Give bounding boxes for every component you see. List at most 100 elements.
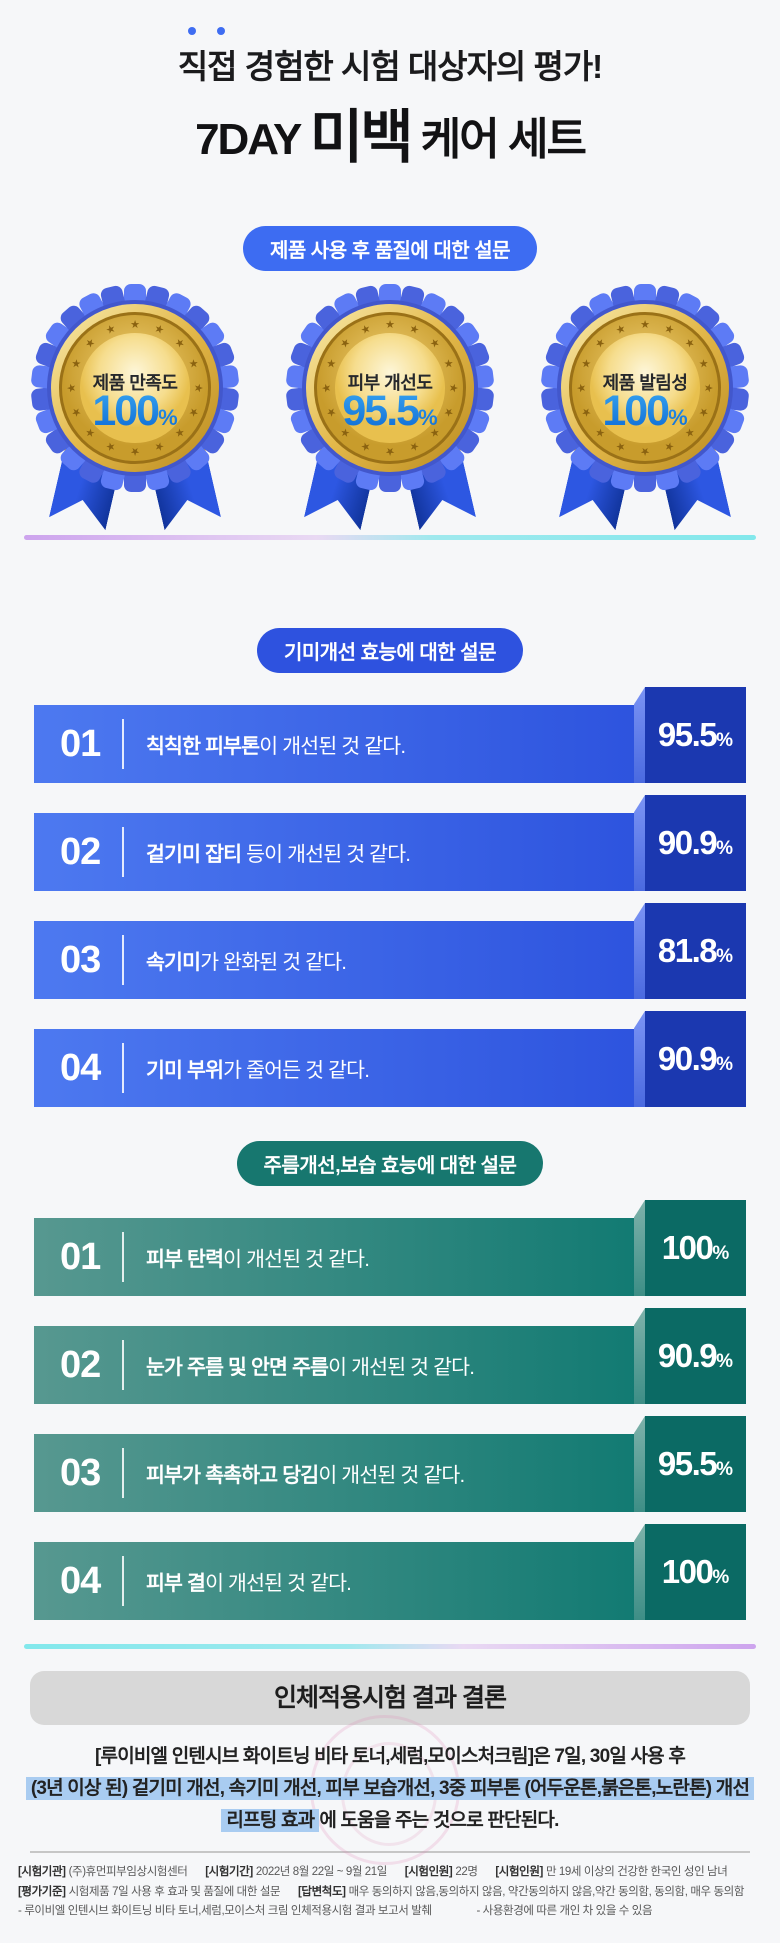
section-pill-spot: 기미개선 효능에 대한 설문 xyxy=(256,628,524,673)
title-emphasis: 미백 xyxy=(309,105,414,170)
bar-percent: 90.9% xyxy=(657,1337,734,1374)
wrinkle-survey-bars: 01 피부 탄력이 개선된 것 같다. 100% 02 눈가 주름 및 안면 주… xyxy=(34,1200,746,1620)
conclusion-body: [루이비엘 인텐시브 화이트닝 비타 토너,세럼,모이스처크림]은 7일, 30… xyxy=(0,1741,780,1837)
bar-percent-cap: 90.9% xyxy=(645,1011,746,1107)
svg-text:★: ★ xyxy=(69,357,84,371)
conclusion-line2: (3년 이상 된) 겉기미 개선, 속기미 개선, 피부 보습개선, 3중 피부… xyxy=(0,1773,780,1805)
svg-text:★: ★ xyxy=(385,319,395,331)
page-subtitle: 직접 경험한 시험 대상자의 평가! xyxy=(0,0,780,88)
survey-bar-row: 03 피부가 촉촉하고 당김이 개선된 것 같다. 95.5% xyxy=(34,1416,746,1512)
bar-divider xyxy=(122,1448,124,1498)
svg-text:★: ★ xyxy=(441,405,456,419)
medal-label: 제품 발림성 xyxy=(602,373,688,393)
bar-question: 피부 결이 개선된 것 같다. xyxy=(146,1572,352,1595)
survey-bar-row: 04 피부 결이 개선된 것 같다. 100% xyxy=(34,1524,746,1620)
svg-text:★: ★ xyxy=(69,405,84,419)
bar-percent: 100% xyxy=(661,1553,730,1590)
survey-bar-row: 04 기미 부위가 줄어든 것 같다. 90.9% xyxy=(34,1011,746,1107)
bar-divider xyxy=(122,827,124,877)
svg-text:★: ★ xyxy=(359,322,373,337)
bar-percent: 95.5% xyxy=(657,716,734,753)
medal-label: 피부 개선도 xyxy=(347,373,433,393)
bar-question: 피부 탄력이 개선된 것 같다. xyxy=(146,1248,370,1271)
svg-text:★: ★ xyxy=(186,357,201,371)
svg-text:★: ★ xyxy=(324,405,339,419)
footer-fine-print: [시험기관] (주)휴먼피부임상시험센터 [시험기간] 2022년 8월 22일 ~… xyxy=(18,1863,762,1922)
svg-text:★: ★ xyxy=(576,383,588,393)
footer-line2: [평가기준] 시험제품 7일 사용 후 효과 및 품질에 대한 설문 [답변척도]… xyxy=(18,1885,745,1898)
svg-text:★: ★ xyxy=(407,322,421,337)
svg-text:★: ★ xyxy=(702,383,714,393)
bar-question: 피부가 촉촉하고 당김이 개선된 것 같다. xyxy=(146,1464,465,1487)
conclusion-line3: 리프팅 효과 에 도움을 주는 것으로 판단된다. xyxy=(0,1805,780,1837)
footer-line3: - 루이비엘 인텐시브 화이트닝 비타 토너,세럼,모이스처 크림 인체적용시험… xyxy=(18,1905,653,1917)
svg-text:★: ★ xyxy=(579,405,594,419)
conclusion-heading: 인체적용시험 결과 결론 xyxy=(30,1671,750,1725)
section-pill-quality: 제품 사용 후 품질에 대한 설문 xyxy=(242,226,538,271)
bar-percent: 100% xyxy=(661,1229,730,1266)
bar-percent: 95.5% xyxy=(657,1445,734,1482)
bar-number: 04 xyxy=(60,1559,101,1602)
bar-number: 04 xyxy=(60,1046,101,1089)
bar-question: 속기미가 완화된 것 같다. xyxy=(146,951,347,974)
bar-number: 03 xyxy=(60,938,101,981)
bar-number: 01 xyxy=(60,722,101,765)
bar-divider xyxy=(122,1340,124,1390)
medal-label: 제품 만족도 xyxy=(92,373,178,393)
svg-text:★: ★ xyxy=(130,445,140,457)
bar-percent-cap: 100% xyxy=(645,1524,746,1620)
rosette-icon: ★★★★★★★★★★★★★★★★ xyxy=(286,284,494,492)
bar-divider xyxy=(122,935,124,985)
conclusion-line1: [루이비엘 인텐시브 화이트닝 비타 토너,세럼,모이스처크림]은 7일, 30… xyxy=(94,1746,686,1767)
bar-percent-cap: 95.5% xyxy=(645,1416,746,1512)
spot-survey-bars: 01 칙칙한 피부톤이 개선된 것 같다. 95.5% 02 겉기미 잡티 등이… xyxy=(34,687,746,1107)
svg-text:★: ★ xyxy=(579,357,594,371)
rosette-icon: ★★★★★★★★★★★★★★★★ xyxy=(31,284,239,492)
bar-percent: 81.8% xyxy=(657,932,734,969)
survey-bar-row: 03 속기미가 완화된 것 같다. 81.8% xyxy=(34,903,746,999)
svg-text:★: ★ xyxy=(662,322,676,337)
footer-line1: [시험기관] (주)휴먼피부임상시험센터 [시험기간] 2022년 8월 22일 ~… xyxy=(18,1866,728,1878)
bar-percent-cap: 100% xyxy=(645,1200,746,1296)
bar-number: 02 xyxy=(60,830,101,873)
medal-value: 100% xyxy=(525,387,765,436)
medals-row: ★ ★ ★ ★ ★ ★ ★ ★ ★ ★ ★ ★ ★ ★ ★ ★ 제품 만족도 100% ★ ★ ★ ★ ★ ★ ★ ★ ★ ★ ★… xyxy=(0,283,780,535)
bar-divider xyxy=(122,719,124,769)
svg-text:★: ★ xyxy=(186,405,201,419)
svg-text:★: ★ xyxy=(447,383,459,393)
svg-text:★: ★ xyxy=(385,445,395,457)
svg-text:★: ★ xyxy=(152,439,166,454)
svg-text:★: ★ xyxy=(407,439,421,454)
gradient-divider xyxy=(24,535,756,540)
survey-bar-row: 01 피부 탄력이 개선된 것 같다. 100% xyxy=(34,1200,746,1296)
survey-bar-row: 01 칙칙한 피부톤이 개선된 것 같다. 95.5% xyxy=(34,687,746,783)
svg-text:★: ★ xyxy=(640,319,650,331)
medal-value: 95.5% xyxy=(270,387,510,436)
bar-number: 02 xyxy=(60,1343,101,1386)
bar-number: 03 xyxy=(60,1451,101,1494)
svg-text:★: ★ xyxy=(130,319,140,331)
bar-percent-cap: 81.8% xyxy=(645,903,746,999)
svg-text:★: ★ xyxy=(66,383,78,393)
award-medal-spreadability: ★★★★★★★★★★★★★★★★ 제품 발림성 100% xyxy=(525,283,765,535)
svg-text:★: ★ xyxy=(359,439,373,454)
bar-question: 눈가 주름 및 안면 주름이 개선된 것 같다. xyxy=(146,1356,475,1379)
bar-percent-cap: 90.9% xyxy=(645,795,746,891)
svg-text:★: ★ xyxy=(104,322,118,337)
bar-percent: 90.9% xyxy=(657,1040,734,1077)
svg-text:★: ★ xyxy=(696,357,711,371)
award-medal-improvement: ★★★★★★★★★★★★★★★★ 피부 개선도 95.5% xyxy=(270,283,510,535)
emphasized-dotted-text: 직접 xyxy=(178,27,238,88)
bar-divider xyxy=(122,1043,124,1093)
medal-value: 100% xyxy=(15,387,255,436)
award-medal-satisfaction: ★★★★★★★★★★★★★★★★ 제품 만족도 100% xyxy=(15,283,255,535)
footer-divider xyxy=(30,1851,750,1853)
survey-bar-row: 02 눈가 주름 및 안면 주름이 개선된 것 같다. 90.9% xyxy=(34,1308,746,1404)
bar-question: 칙칙한 피부톤이 개선된 것 같다. xyxy=(146,735,406,758)
bar-percent: 90.9% xyxy=(657,824,734,861)
svg-text:★: ★ xyxy=(321,383,333,393)
svg-text:★: ★ xyxy=(324,357,339,371)
bar-number: 01 xyxy=(60,1235,101,1278)
rosette-icon: ★★★★★★★★★★★★★★★★ xyxy=(541,284,749,492)
